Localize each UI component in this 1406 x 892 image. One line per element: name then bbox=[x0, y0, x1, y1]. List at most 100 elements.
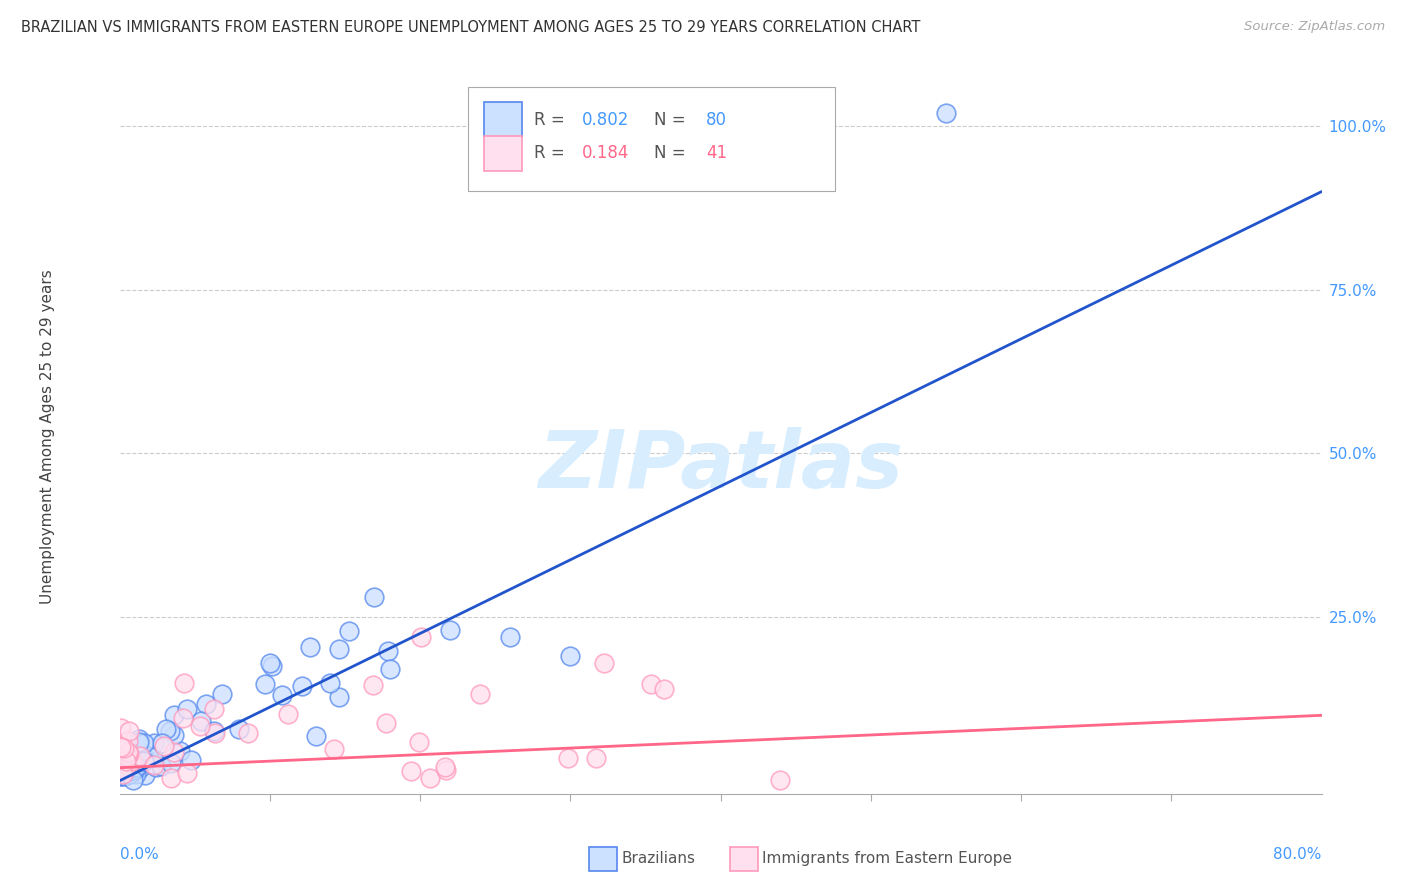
Point bbox=[323, 742, 346, 756]
Point bbox=[122, 756, 145, 771]
Point bbox=[122, 761, 145, 775]
Point bbox=[128, 735, 150, 749]
Point bbox=[115, 754, 138, 768]
Point bbox=[160, 756, 183, 770]
Point bbox=[299, 640, 322, 655]
Point bbox=[190, 714, 212, 728]
Point bbox=[652, 681, 675, 696]
Point bbox=[375, 716, 398, 731]
Point bbox=[253, 677, 276, 691]
Point bbox=[110, 762, 132, 776]
Point bbox=[211, 687, 233, 701]
Point bbox=[115, 765, 138, 780]
Point bbox=[439, 624, 461, 638]
Point bbox=[114, 740, 136, 755]
Point bbox=[228, 723, 250, 737]
Point bbox=[139, 756, 162, 771]
Point bbox=[118, 747, 141, 761]
Point bbox=[180, 753, 202, 767]
Point bbox=[935, 106, 957, 120]
Point bbox=[115, 768, 138, 782]
Point bbox=[110, 722, 132, 736]
Point bbox=[118, 756, 141, 771]
Point bbox=[194, 698, 217, 712]
Point bbox=[124, 757, 146, 772]
Point bbox=[117, 733, 139, 747]
Point bbox=[125, 760, 148, 774]
Point bbox=[409, 630, 432, 644]
Point bbox=[117, 745, 139, 759]
Point bbox=[134, 751, 156, 765]
Point bbox=[408, 735, 430, 749]
Point bbox=[291, 679, 314, 693]
Point bbox=[468, 688, 491, 702]
Point bbox=[110, 739, 132, 754]
Point bbox=[592, 656, 614, 670]
Text: 80: 80 bbox=[706, 111, 727, 128]
Point bbox=[319, 675, 342, 690]
Point bbox=[202, 702, 225, 716]
Point bbox=[129, 748, 152, 763]
FancyBboxPatch shape bbox=[484, 103, 522, 137]
Point bbox=[124, 763, 146, 777]
FancyBboxPatch shape bbox=[468, 87, 835, 191]
Point bbox=[499, 630, 522, 644]
Point bbox=[110, 769, 132, 783]
Point bbox=[134, 767, 156, 781]
Point bbox=[114, 769, 136, 783]
Point bbox=[125, 759, 148, 773]
Point bbox=[190, 719, 212, 733]
Point bbox=[129, 761, 152, 775]
Point bbox=[142, 757, 165, 772]
Text: Unemployment Among Ages 25 to 29 years: Unemployment Among Ages 25 to 29 years bbox=[39, 269, 55, 605]
Point bbox=[277, 707, 299, 722]
Point bbox=[117, 758, 139, 772]
Point bbox=[557, 750, 579, 764]
Point bbox=[328, 690, 350, 704]
Point bbox=[433, 760, 456, 774]
Point bbox=[118, 767, 141, 781]
Point bbox=[585, 751, 607, 765]
Text: R =: R = bbox=[534, 111, 571, 128]
Point bbox=[152, 736, 174, 750]
Point bbox=[132, 736, 155, 750]
Point bbox=[155, 722, 177, 736]
Point bbox=[132, 754, 155, 768]
Text: 80.0%: 80.0% bbox=[1274, 847, 1322, 863]
Point bbox=[114, 763, 136, 777]
Point bbox=[127, 750, 149, 764]
Point bbox=[118, 759, 141, 773]
Text: 0.802: 0.802 bbox=[582, 111, 630, 128]
Point bbox=[149, 758, 172, 772]
Text: R =: R = bbox=[534, 145, 571, 162]
Point bbox=[173, 675, 195, 690]
Point bbox=[122, 761, 145, 775]
Point bbox=[560, 649, 582, 664]
Point bbox=[434, 763, 457, 777]
Point bbox=[363, 591, 385, 605]
Point bbox=[169, 744, 191, 758]
Point bbox=[337, 624, 360, 638]
Point bbox=[121, 760, 143, 774]
Point bbox=[115, 762, 138, 776]
Point bbox=[159, 723, 181, 738]
Text: Immigrants from Eastern Europe: Immigrants from Eastern Europe bbox=[762, 851, 1012, 865]
Point bbox=[114, 763, 136, 777]
Point bbox=[640, 677, 662, 691]
Point bbox=[122, 759, 145, 773]
Text: 0.184: 0.184 bbox=[582, 145, 630, 162]
Point bbox=[361, 678, 384, 692]
Text: Source: ZipAtlas.com: Source: ZipAtlas.com bbox=[1244, 20, 1385, 33]
Point bbox=[122, 764, 145, 778]
Point bbox=[138, 749, 160, 764]
Point bbox=[124, 754, 146, 768]
Text: 41: 41 bbox=[706, 145, 727, 162]
Point bbox=[204, 725, 226, 739]
Point bbox=[260, 659, 283, 673]
Point bbox=[399, 764, 422, 778]
Point bbox=[419, 772, 441, 786]
Point bbox=[162, 728, 184, 742]
Point bbox=[141, 749, 163, 764]
Point bbox=[153, 739, 176, 753]
FancyBboxPatch shape bbox=[484, 136, 522, 171]
